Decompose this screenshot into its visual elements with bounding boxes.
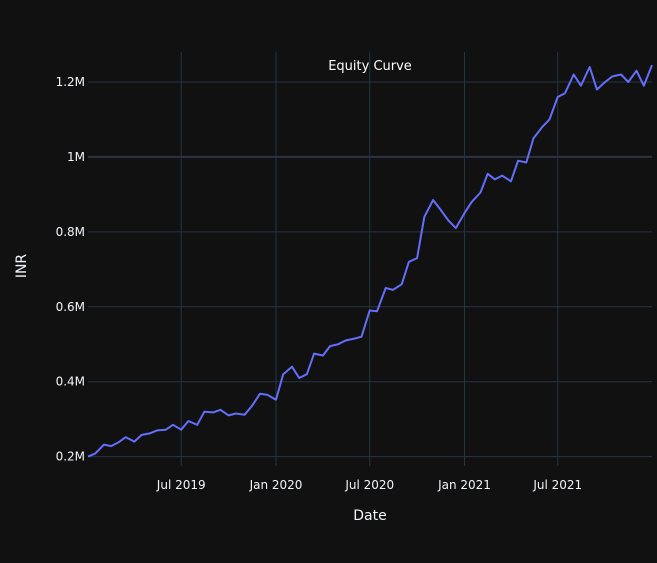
x-tick-label: Jul 2019 (156, 478, 206, 492)
x-tick-label: Jan 2021 (437, 478, 491, 492)
y-tick-label: 0.2M (56, 450, 85, 464)
x-axis-ticks: Jul 2019 Jan 2020 Jul 2020 Jan 2021 Jul 2021 (156, 478, 582, 492)
y-tick-label: 0.4M (56, 375, 85, 389)
y-tick-label: 1.2M (56, 75, 85, 89)
x-axis-title: Date (353, 508, 386, 524)
grid (88, 52, 652, 466)
y-axis-ticks: 0.2M 0.4M 0.6M 0.8M 1M 1.2M (56, 75, 85, 464)
x-tick-label: Jul 2021 (532, 478, 582, 492)
y-axis-title: INR (14, 254, 30, 279)
x-tick-label: Jul 2020 (344, 478, 394, 492)
equity-line (87, 64, 653, 458)
chart-title: Equity Curve (328, 59, 412, 74)
y-tick-label: 0.8M (56, 225, 85, 239)
y-tick-label: 1M (67, 150, 85, 164)
x-tick-label: Jan 2020 (249, 478, 303, 492)
y-tick-label: 0.6M (56, 300, 85, 314)
